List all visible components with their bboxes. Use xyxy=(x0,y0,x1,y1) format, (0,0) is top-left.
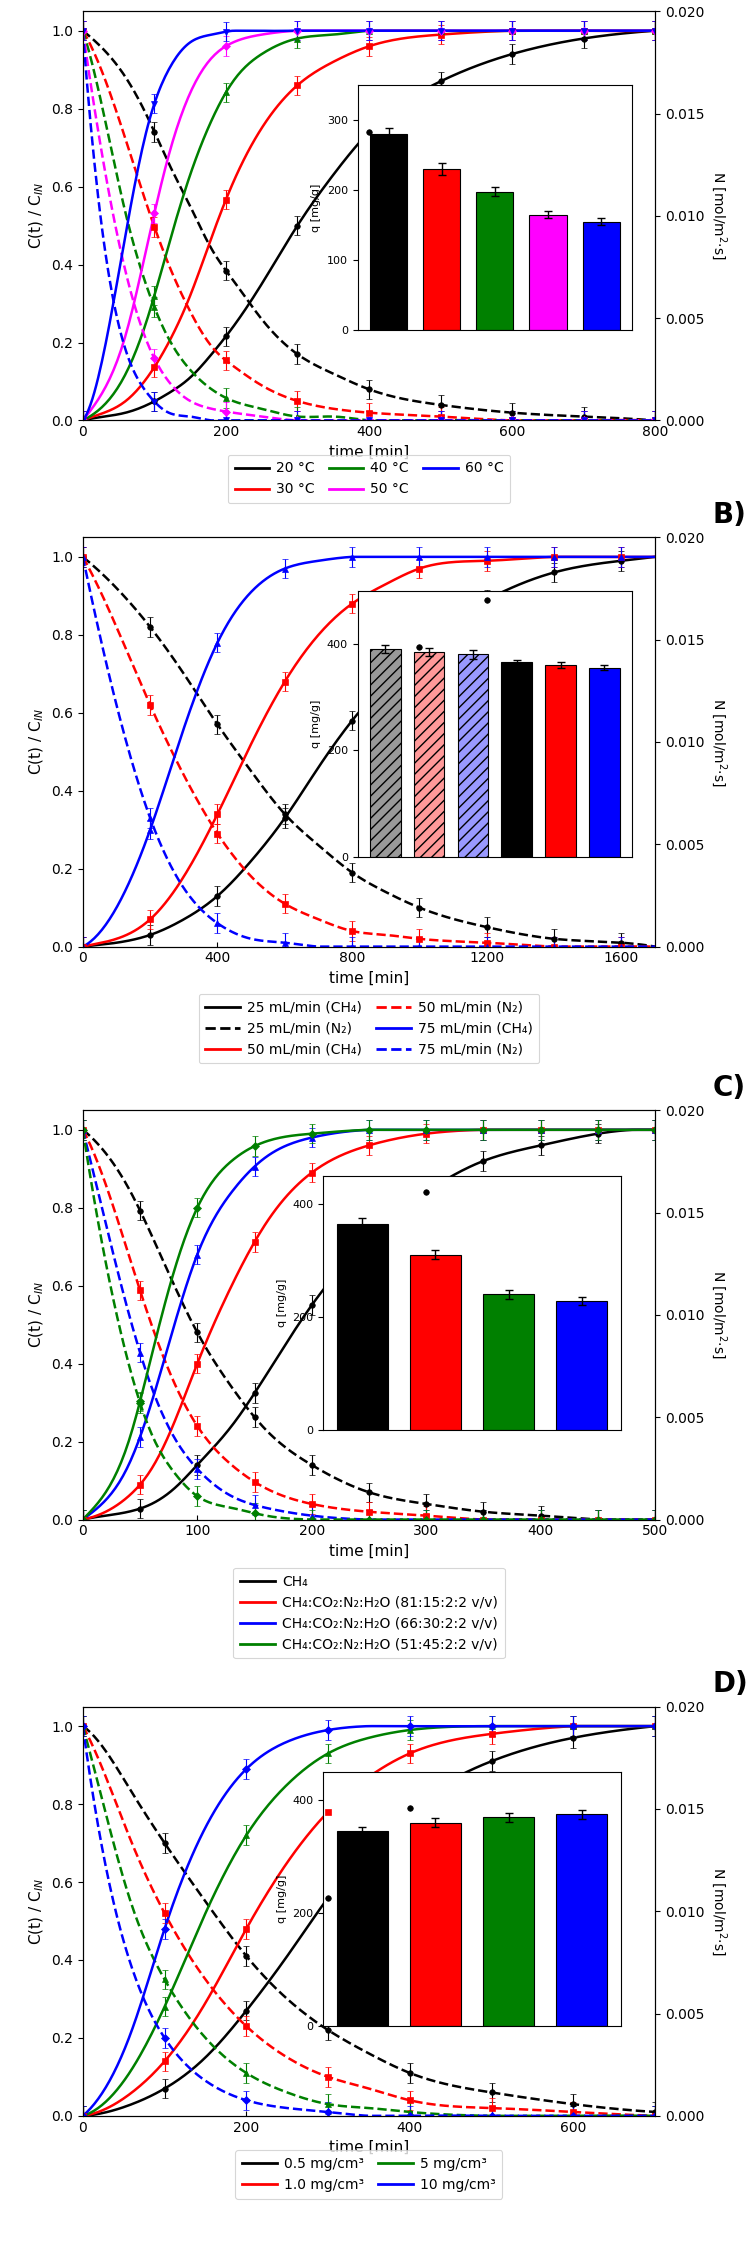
X-axis label: time [min]: time [min] xyxy=(329,972,409,985)
X-axis label: time [min]: time [min] xyxy=(329,1544,409,1560)
Text: D): D) xyxy=(712,1670,748,1699)
Y-axis label: C(t) / C$_{IN}$: C(t) / C$_{IN}$ xyxy=(27,1878,45,1946)
Text: C): C) xyxy=(712,1075,745,1102)
Legend: 25 mL/min (CH₄), 25 mL/min (N₂), 50 mL/min (CH₄), 50 mL/min (N₂), 75 mL/min (CH₄: 25 mL/min (CH₄), 25 mL/min (N₂), 50 mL/m… xyxy=(199,994,539,1064)
X-axis label: time [min]: time [min] xyxy=(329,2141,409,2154)
Text: A): A) xyxy=(712,0,746,2)
Text: B): B) xyxy=(712,500,746,530)
X-axis label: time [min]: time [min] xyxy=(329,444,409,460)
Y-axis label: C(t) / C$_{IN}$: C(t) / C$_{IN}$ xyxy=(27,709,45,776)
Y-axis label: N [mol/m$^2$·s]: N [mol/m$^2$·s] xyxy=(709,1270,730,1360)
Legend: 0.5 mg/cm³, 1.0 mg/cm³, 5 mg/cm³, 10 mg/cm³: 0.5 mg/cm³, 1.0 mg/cm³, 5 mg/cm³, 10 mg/… xyxy=(236,2150,502,2199)
Y-axis label: C(t) / C$_{IN}$: C(t) / C$_{IN}$ xyxy=(27,1281,45,1349)
Y-axis label: N [mol/m$^2$·s]: N [mol/m$^2$·s] xyxy=(709,1867,730,1957)
Legend: 20 °C, 30 °C, 40 °C, 50 °C, 60 °C: 20 °C, 30 °C, 40 °C, 50 °C, 60 °C xyxy=(227,456,511,503)
Y-axis label: N [mol/m$^2$·s]: N [mol/m$^2$·s] xyxy=(709,171,730,260)
Y-axis label: C(t) / C$_{IN}$: C(t) / C$_{IN}$ xyxy=(27,182,45,249)
Y-axis label: N [mol/m$^2$·s]: N [mol/m$^2$·s] xyxy=(709,698,730,785)
Legend: CH₄, CH₄:CO₂:N₂:H₂O (81:15:2:2 v/v), CH₄:CO₂:N₂:H₂O (66:30:2:2 v/v), CH₄:CO₂:N₂:: CH₄, CH₄:CO₂:N₂:H₂O (81:15:2:2 v/v), CH₄… xyxy=(233,1569,505,1658)
